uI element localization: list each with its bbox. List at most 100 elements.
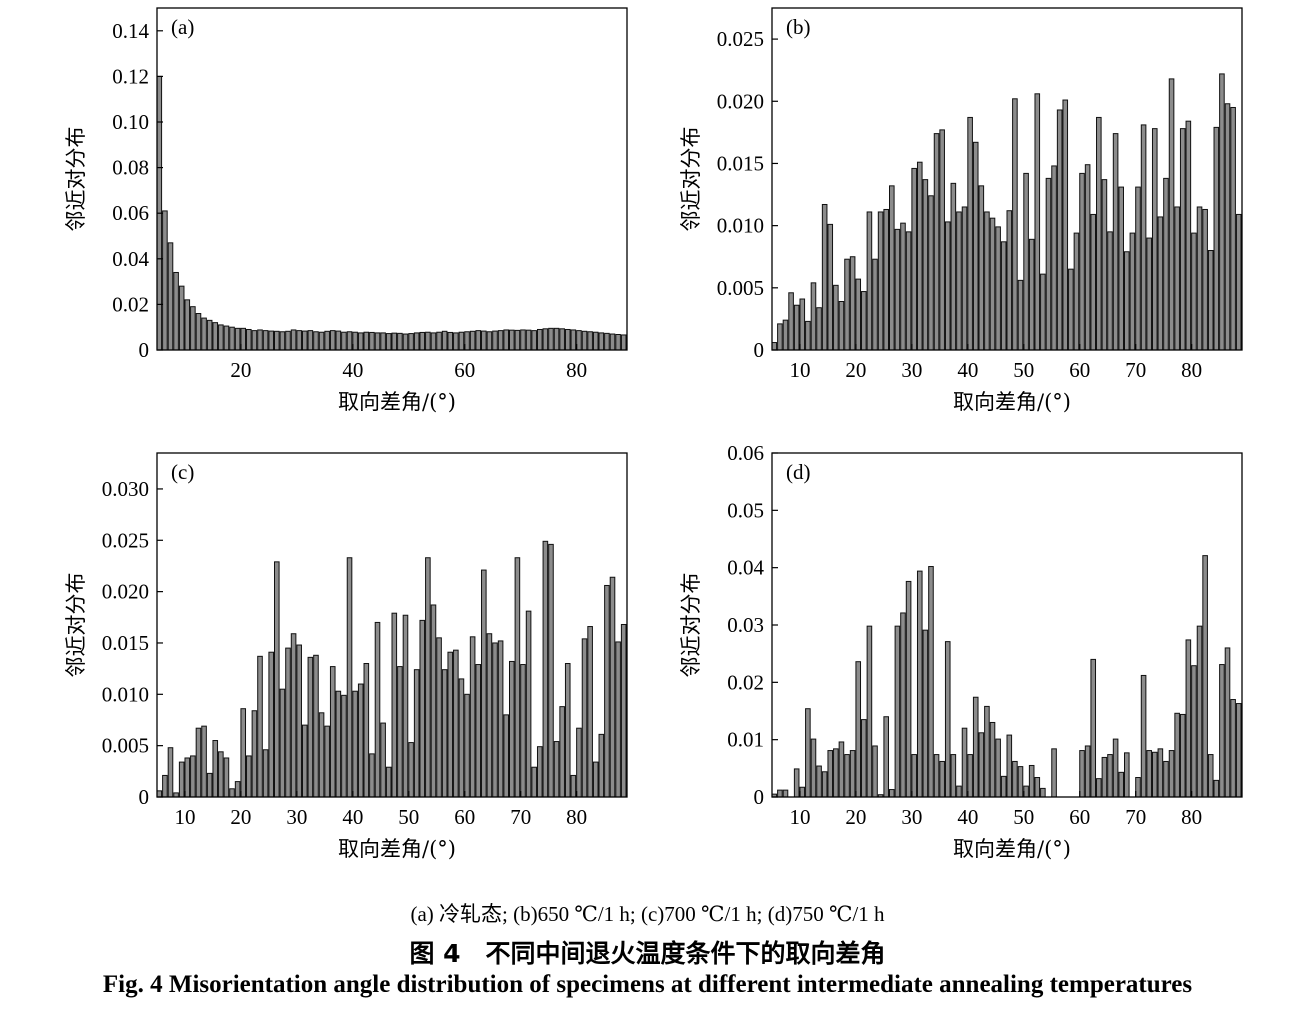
x-axis-title: 取向差角/(°) <box>953 390 1071 414</box>
bar <box>268 330 274 351</box>
bar <box>771 342 778 351</box>
y-tick-label: 0.015 <box>717 151 764 175</box>
bar <box>285 330 291 351</box>
bar <box>1196 206 1203 351</box>
bar <box>357 683 364 798</box>
bar <box>425 331 431 351</box>
y-tick-label: 0.03 <box>727 613 764 637</box>
bar <box>385 333 392 351</box>
bar <box>939 129 945 351</box>
bar <box>1168 750 1175 798</box>
bar <box>1112 133 1119 351</box>
bar <box>900 222 906 351</box>
bar <box>592 761 599 798</box>
bar <box>1230 699 1236 798</box>
bar <box>486 633 493 798</box>
bar <box>335 330 342 351</box>
x-tick-label: 10 <box>789 358 810 382</box>
bar <box>1101 756 1108 798</box>
bar <box>481 330 487 351</box>
bar <box>905 231 912 351</box>
bar <box>374 332 381 351</box>
bar <box>246 755 252 798</box>
x-tick-label: 50 <box>1013 805 1034 829</box>
bar <box>430 332 437 351</box>
y-axis-title: 邻近对分布 <box>64 573 88 678</box>
bar <box>827 223 834 351</box>
bar <box>1163 760 1169 798</box>
bar <box>1079 172 1085 351</box>
bar <box>587 331 593 351</box>
bar <box>866 625 873 798</box>
bar <box>352 690 358 798</box>
bar <box>1207 754 1214 798</box>
y-tick-label: 0 <box>139 338 150 362</box>
bar <box>1040 273 1046 351</box>
bar <box>855 278 862 351</box>
bar <box>922 179 929 351</box>
bar <box>1096 116 1102 351</box>
bar <box>849 750 856 798</box>
y-tick-label: 0.030 <box>102 477 149 501</box>
bar <box>548 327 554 351</box>
y-tick-label: 0.10 <box>112 110 149 134</box>
bar <box>861 291 867 351</box>
bar <box>1068 268 1074 351</box>
bar <box>1045 177 1052 351</box>
panel-label: (b) <box>786 15 811 39</box>
y-tick-label: 0.02 <box>112 292 149 316</box>
bar <box>201 725 207 798</box>
bar <box>877 211 884 351</box>
bar <box>1034 93 1041 351</box>
y-tick-label: 0.005 <box>717 276 764 300</box>
bar <box>536 328 543 351</box>
y-tick-label: 0.01 <box>727 728 764 752</box>
bar <box>615 641 621 798</box>
bar <box>900 612 906 798</box>
y-tick-label: 0.025 <box>102 528 149 552</box>
bar <box>989 217 996 351</box>
bar <box>609 333 616 351</box>
bar <box>548 543 554 798</box>
bar <box>1112 738 1119 798</box>
figure-caption-english: Fig. 4 Misorientation angle distribution… <box>102 971 1193 998</box>
bar <box>894 625 901 798</box>
bar <box>1140 674 1147 798</box>
bar <box>793 304 800 351</box>
bar <box>464 693 470 798</box>
bar <box>156 790 163 798</box>
bar <box>374 621 381 798</box>
bar <box>1051 165 1057 351</box>
bar <box>961 727 968 798</box>
bar <box>1146 750 1152 798</box>
bar <box>799 298 806 351</box>
bar <box>777 323 783 351</box>
bar <box>1235 703 1242 798</box>
bar <box>872 258 878 351</box>
bar <box>916 570 923 798</box>
bar <box>967 116 973 351</box>
bar <box>497 330 504 351</box>
bar <box>810 282 817 351</box>
bar <box>402 333 409 351</box>
bar <box>598 332 605 351</box>
bar <box>167 242 174 351</box>
plot-frame <box>156 7 628 351</box>
y-tick-label: 0.12 <box>112 64 149 88</box>
bar <box>570 774 577 798</box>
bar <box>581 638 588 798</box>
bar <box>944 641 951 798</box>
bar <box>1000 241 1007 351</box>
panel-label: (d) <box>786 460 811 484</box>
bar <box>268 651 274 798</box>
x-tick-label: 60 <box>1069 805 1090 829</box>
bar <box>436 331 442 351</box>
bar <box>1084 745 1091 798</box>
bar <box>509 660 515 798</box>
bar <box>978 732 985 798</box>
y-tick-label: 0.015 <box>102 631 149 655</box>
bar <box>805 320 811 351</box>
x-tick-label: 40 <box>342 358 363 382</box>
bar <box>296 644 302 798</box>
bar <box>525 329 532 351</box>
